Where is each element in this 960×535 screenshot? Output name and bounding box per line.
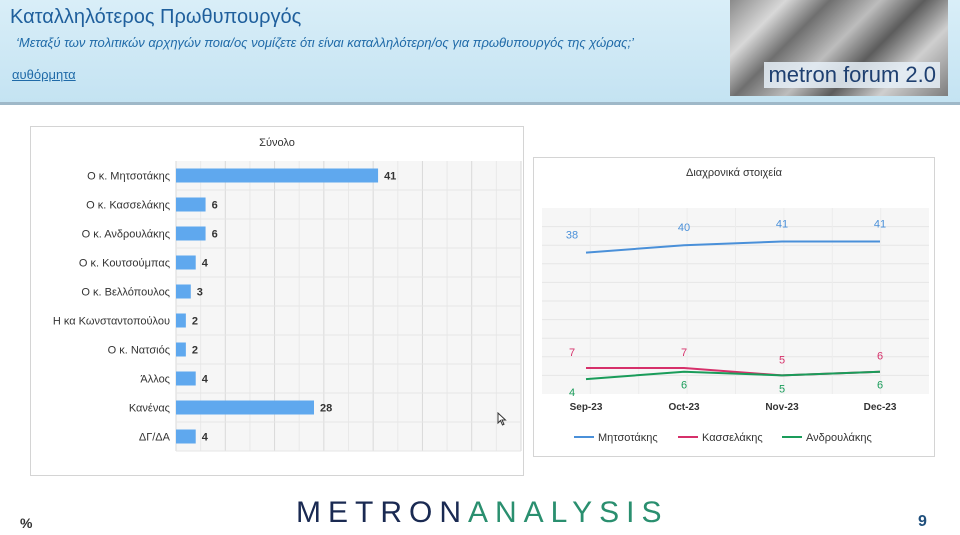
- header-banner: Καταλληλότερος Πρωθυπουργός ‘Μεταξύ των …: [0, 0, 960, 105]
- trend-line-chart: Διαχρονικά στοιχεία Sep-23 Oct-23 Nov-23 Dec…: [542, 167, 929, 444]
- data-label: 7: [681, 347, 687, 359]
- data-label: 6: [681, 380, 687, 392]
- data-label: 5: [779, 354, 785, 366]
- data-label: 41: [874, 218, 886, 230]
- bar-value-label: 41: [384, 171, 396, 183]
- data-label: 38: [566, 230, 578, 242]
- x-tick-label: Oct-23: [668, 402, 700, 413]
- x-tick-label: Dec-23: [864, 402, 897, 413]
- category-label: Ο κ. Ανδρουλάκης: [82, 229, 170, 241]
- spontaneous-link[interactable]: αυθόρμητα: [12, 67, 76, 82]
- bar: [176, 168, 379, 183]
- bar-value-label: 4: [202, 374, 209, 386]
- legend-label: Ανδρουλάκης: [806, 432, 872, 444]
- category-label: Άλλος: [140, 374, 170, 386]
- category-label: Ο κ. Μητσοτάκης: [87, 171, 170, 183]
- trend-line-chart-panel: Διαχρονικά στοιχεία Sep-23 Oct-23 Nov-23 Dec…: [533, 157, 935, 457]
- page-title: Καταλληλότερος Πρωθυπουργός: [10, 6, 302, 28]
- category-label: ΔΓ/ΔΑ: [139, 432, 171, 444]
- category-label: Η κα Κωνσταντοπούλου: [53, 316, 170, 328]
- total-bar-chart: Σύνολο Ο κ. Μητσοτάκης 41 Ο κ. Κασσελάκης 6 Ο…: [53, 137, 522, 452]
- bar: [176, 429, 196, 444]
- data-label: 7: [569, 347, 575, 359]
- brand-metron: METRON: [296, 496, 468, 529]
- page-number: 9: [918, 513, 927, 530]
- bar-value-label: 6: [212, 229, 218, 241]
- data-label: 6: [877, 351, 883, 363]
- bar: [176, 226, 206, 241]
- x-tick-label: Nov-23: [765, 402, 799, 413]
- legend-label: Κασσελάκης: [702, 432, 763, 444]
- bar: [176, 342, 186, 357]
- chart-title: Διαχρονικά στοιχεία: [686, 167, 783, 179]
- chart-title: Σύνολο: [259, 137, 295, 149]
- category-label: Ο κ. Κουτσούμπας: [79, 258, 170, 270]
- bar-value-label: 6: [212, 200, 218, 212]
- bar-value-label: 2: [192, 316, 198, 328]
- brand-analysis: ANALYSIS: [468, 496, 669, 529]
- logo-text: metron forum 2.0: [764, 62, 940, 88]
- bar: [176, 255, 196, 270]
- legend-label: Μητσοτάκης: [598, 432, 658, 444]
- bar-value-label: 28: [320, 403, 332, 415]
- metron-analysis-logo: METRONANALYSIS: [296, 496, 669, 530]
- data-label: 40: [678, 222, 690, 234]
- series-line: [585, 370, 881, 381]
- data-label: 4: [569, 387, 575, 399]
- bar: [176, 197, 206, 212]
- bar-value-label: 4: [202, 258, 209, 270]
- data-label: 6: [877, 380, 883, 392]
- bar: [176, 284, 191, 299]
- bar-value-label: 3: [197, 287, 203, 299]
- bar-value-label: 4: [202, 432, 209, 444]
- category-label: Ο κ. Νατσιός: [108, 345, 170, 357]
- percent-label: %: [20, 515, 33, 531]
- bar: [176, 371, 196, 386]
- bar: [176, 313, 186, 328]
- category-label: Κανένας: [129, 403, 170, 415]
- category-label: Ο κ. Βελλόπουλος: [81, 287, 170, 299]
- data-label: 41: [776, 218, 788, 230]
- x-tick-label: Sep-23: [570, 402, 603, 413]
- data-label: 5: [779, 383, 785, 395]
- bar: [176, 400, 314, 415]
- metron-forum-logo: metron forum 2.0: [730, 0, 948, 96]
- mouse-cursor-icon: [497, 412, 507, 426]
- series-line: [585, 240, 880, 254]
- category-label: Ο κ. Κασσελάκης: [86, 200, 170, 212]
- total-bar-chart-panel: Σύνολο Ο κ. Μητσοτάκης 41 Ο κ. Κασσελάκης 6 Ο…: [30, 126, 524, 476]
- bar-value-label: 2: [192, 345, 198, 357]
- question-text: ‘Μεταξύ των πολιτικών αρχηγών ποια/ος νο…: [16, 35, 634, 50]
